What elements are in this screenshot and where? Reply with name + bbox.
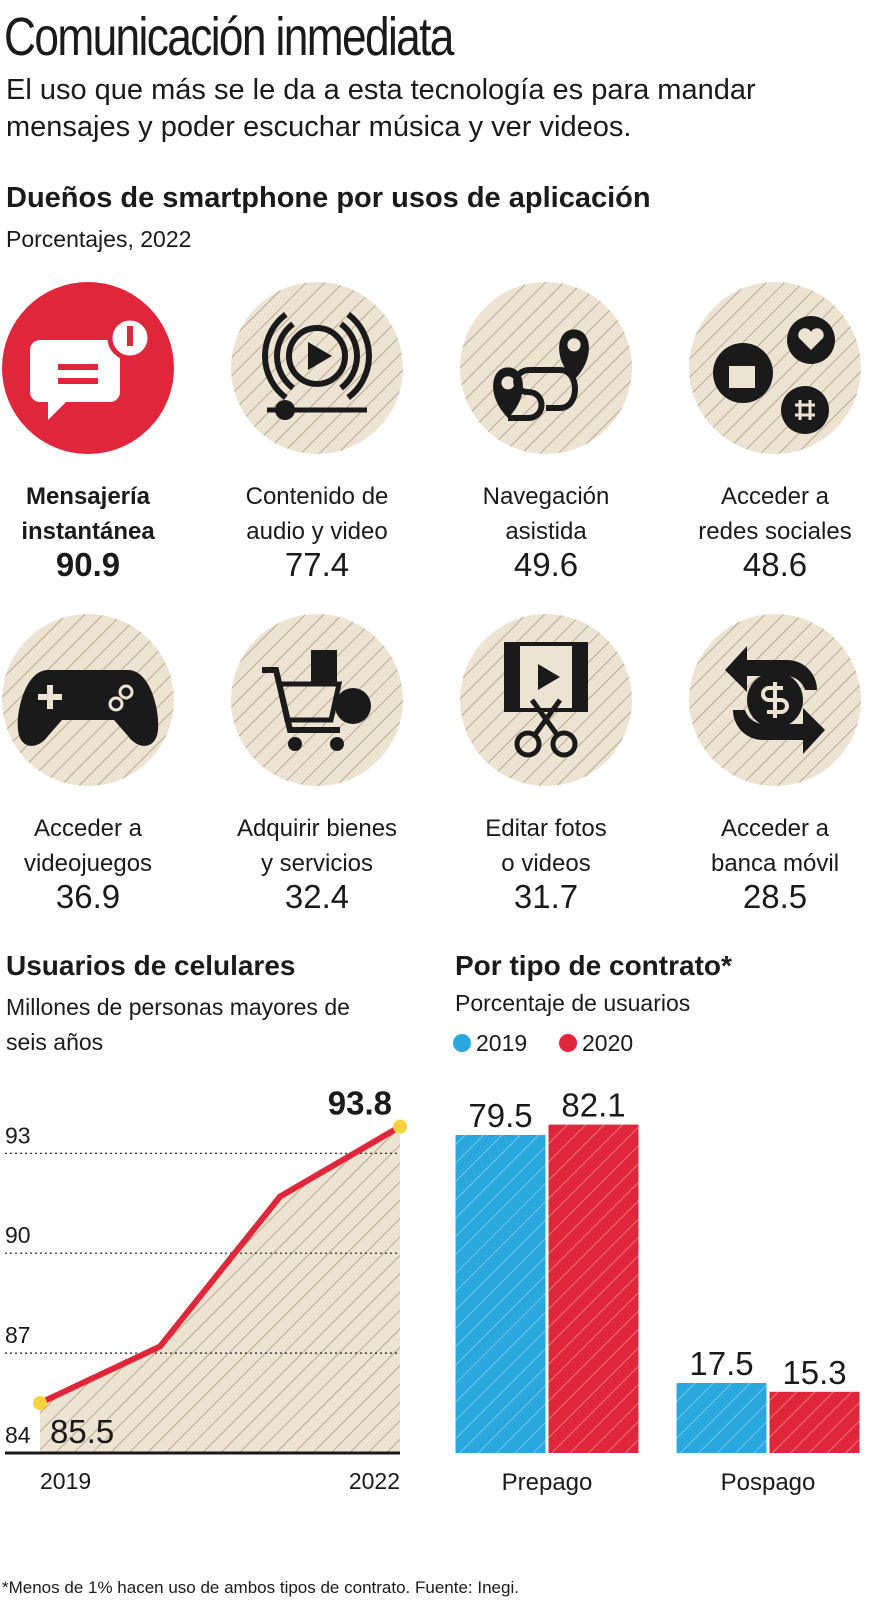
app-label: Acceder a xyxy=(34,815,143,842)
chart-title: Por tipo de contrato* xyxy=(455,950,732,981)
icon xyxy=(761,682,789,718)
point xyxy=(33,1396,47,1411)
icon xyxy=(335,688,371,724)
app-label: redes sociales xyxy=(698,518,851,545)
app-label: Editar fotos xyxy=(485,815,606,842)
icon xyxy=(308,342,332,370)
data-label: 82.1 xyxy=(561,1087,625,1124)
y-tick-label: 90 xyxy=(5,1222,31,1248)
app-label: banca móvil xyxy=(711,850,839,877)
legend-label: 2019 xyxy=(476,1030,527,1056)
footnote: *Menos de 1% hacen uso de ambos tipos de… xyxy=(2,1578,519,1597)
x-tick-label: 2022 xyxy=(349,1468,400,1494)
subtitle: El uso que más se le da a esta tecnologí… xyxy=(6,74,756,143)
icon xyxy=(262,312,288,400)
icon xyxy=(550,730,578,758)
app-value: 32.4 xyxy=(285,878,349,915)
data-label: 93.8 xyxy=(328,1085,392,1122)
icon xyxy=(47,685,53,709)
icon xyxy=(725,646,817,692)
data-label: 17.5 xyxy=(689,1345,753,1382)
icon xyxy=(311,650,337,682)
bar-hatch xyxy=(455,1135,546,1453)
app-value: 77.4 xyxy=(285,546,349,583)
icon xyxy=(346,312,372,400)
icon xyxy=(529,698,563,738)
y-tick-label: 84 xyxy=(5,1422,31,1448)
app-value: 49.6 xyxy=(514,546,578,583)
chart-subtitle: Porcentaje de usuarios xyxy=(455,990,691,1016)
x-tick-label: Prepago xyxy=(502,1469,593,1496)
icon xyxy=(330,737,344,751)
line xyxy=(38,1124,402,1406)
icon xyxy=(508,367,578,421)
icon xyxy=(127,326,133,346)
area xyxy=(40,1126,400,1453)
icon-circle xyxy=(231,282,403,454)
icon xyxy=(288,737,302,751)
legend-swatch xyxy=(453,1034,471,1052)
icon xyxy=(286,325,348,387)
y-tick-label: 87 xyxy=(5,1322,31,1348)
app-label: audio y video xyxy=(246,518,387,545)
app-label: Navegación xyxy=(483,483,610,510)
x-tick-label: Pospago xyxy=(721,1469,816,1496)
icon xyxy=(108,696,124,712)
icon xyxy=(567,338,581,352)
chart-subtitle: Millones de personas mayores de seis año… xyxy=(6,994,350,1055)
icon xyxy=(733,708,825,754)
icon xyxy=(58,364,98,370)
icon xyxy=(118,684,134,700)
title: Comunicación inmediata xyxy=(4,7,454,67)
icon xyxy=(339,321,360,391)
app-label: Contenido de xyxy=(246,483,389,510)
app-value: 90.9 xyxy=(56,546,120,583)
app-label: Mensajería xyxy=(26,483,151,510)
icon-circle xyxy=(231,614,403,786)
icon xyxy=(538,664,560,690)
bar-hatch xyxy=(676,1383,767,1453)
app-label: Adquirir bienes xyxy=(237,815,397,842)
app-label: videojuegos xyxy=(24,850,152,877)
icon xyxy=(501,376,515,390)
icon xyxy=(275,681,343,723)
icon xyxy=(559,329,589,380)
icon xyxy=(729,366,755,388)
section-title: Dueños de smartphone por usos de aplicac… xyxy=(6,182,651,214)
icon xyxy=(274,321,295,391)
app-label: o videos xyxy=(501,850,590,877)
app-value: 36.9 xyxy=(56,878,120,915)
y-tick-label: 93 xyxy=(5,1122,31,1148)
app-label: Acceder a xyxy=(721,815,830,842)
icon xyxy=(275,400,295,420)
app-label: Acceder a xyxy=(721,483,830,510)
app-label: instantánea xyxy=(21,518,155,545)
app-value: 31.7 xyxy=(514,878,578,915)
app-value: 48.6 xyxy=(743,546,807,583)
icon xyxy=(781,386,829,434)
icon xyxy=(798,328,824,350)
data-label: 85.5 xyxy=(50,1413,114,1450)
bar-hatch xyxy=(769,1391,860,1453)
data-label: 79.5 xyxy=(468,1097,532,1134)
point xyxy=(393,1119,407,1134)
app-value: 28.5 xyxy=(743,878,807,915)
icon xyxy=(58,378,98,384)
section-subtitle: Porcentajes, 2022 xyxy=(6,226,192,252)
chart-title: Usuarios de celulares xyxy=(6,950,296,981)
x-tick-label: 2019 xyxy=(40,1468,91,1494)
icon xyxy=(514,730,542,758)
legend-label: 2020 xyxy=(582,1030,633,1056)
app-label: asistida xyxy=(505,518,587,545)
app-label: y servicios xyxy=(261,850,373,877)
data-label: 15.3 xyxy=(782,1354,846,1391)
legend-swatch xyxy=(559,1034,577,1052)
bar-hatch xyxy=(548,1124,639,1453)
